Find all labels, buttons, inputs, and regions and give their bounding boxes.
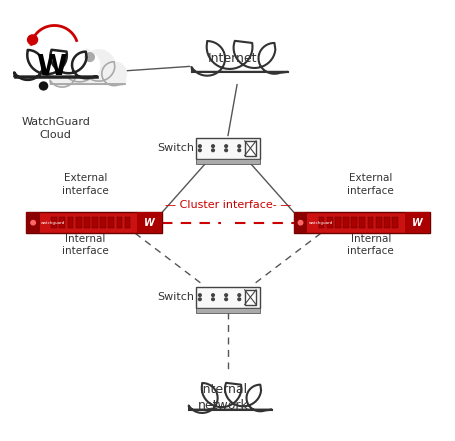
Circle shape	[211, 298, 214, 301]
Circle shape	[258, 43, 290, 74]
FancyBboxPatch shape	[404, 212, 429, 233]
Circle shape	[224, 371, 261, 406]
Circle shape	[101, 62, 126, 86]
FancyBboxPatch shape	[244, 290, 256, 305]
Circle shape	[238, 298, 240, 301]
Polygon shape	[51, 72, 124, 84]
Circle shape	[186, 383, 217, 413]
FancyBboxPatch shape	[326, 217, 332, 228]
Text: watchguard: watchguard	[41, 220, 66, 225]
Text: W: W	[144, 218, 155, 228]
FancyBboxPatch shape	[383, 217, 389, 228]
FancyBboxPatch shape	[318, 217, 324, 228]
Circle shape	[27, 35, 37, 45]
FancyBboxPatch shape	[367, 217, 373, 228]
Polygon shape	[192, 56, 287, 72]
FancyBboxPatch shape	[26, 212, 162, 233]
FancyBboxPatch shape	[293, 212, 307, 233]
Circle shape	[224, 145, 227, 147]
Circle shape	[238, 145, 240, 147]
FancyBboxPatch shape	[108, 217, 114, 228]
Text: Switch: Switch	[157, 292, 193, 302]
FancyBboxPatch shape	[196, 308, 259, 313]
Text: Switch: Switch	[157, 143, 193, 153]
Circle shape	[224, 294, 227, 296]
Circle shape	[211, 149, 214, 152]
Text: External
interface: External interface	[347, 173, 393, 195]
Text: WatchGuard
Cloud: WatchGuard Cloud	[21, 116, 90, 140]
Text: — Cluster interface- —: — Cluster interface- —	[164, 200, 291, 210]
Text: Internal
interface: Internal interface	[62, 234, 108, 257]
FancyBboxPatch shape	[124, 217, 130, 228]
Text: W: W	[411, 218, 422, 228]
FancyBboxPatch shape	[196, 159, 259, 164]
Circle shape	[224, 149, 227, 152]
Circle shape	[48, 60, 76, 87]
FancyBboxPatch shape	[92, 217, 98, 228]
Text: Internal
interface: Internal interface	[347, 234, 393, 257]
Circle shape	[224, 298, 227, 301]
Text: Internal
network: Internal network	[197, 384, 248, 412]
Circle shape	[61, 48, 97, 82]
Circle shape	[27, 36, 67, 74]
Text: watchguard: watchguard	[308, 220, 332, 225]
Circle shape	[198, 294, 201, 296]
FancyBboxPatch shape	[76, 217, 81, 228]
FancyBboxPatch shape	[391, 217, 397, 228]
Circle shape	[51, 38, 86, 73]
FancyBboxPatch shape	[137, 212, 162, 233]
FancyBboxPatch shape	[244, 141, 256, 156]
Circle shape	[238, 149, 240, 152]
Circle shape	[233, 27, 275, 68]
Circle shape	[198, 145, 201, 147]
Circle shape	[238, 294, 240, 296]
FancyBboxPatch shape	[67, 217, 73, 228]
Circle shape	[298, 220, 302, 225]
Circle shape	[211, 145, 214, 147]
FancyBboxPatch shape	[100, 217, 106, 228]
Circle shape	[40, 82, 47, 90]
Circle shape	[206, 25, 252, 69]
FancyBboxPatch shape	[84, 217, 90, 228]
Circle shape	[211, 294, 214, 296]
Circle shape	[198, 298, 201, 301]
Polygon shape	[15, 63, 97, 77]
Text: Internet: Internet	[207, 52, 257, 65]
FancyBboxPatch shape	[59, 217, 65, 228]
Text: External
interface: External interface	[62, 173, 108, 195]
FancyBboxPatch shape	[342, 217, 348, 228]
FancyBboxPatch shape	[359, 217, 364, 228]
FancyBboxPatch shape	[350, 217, 356, 228]
FancyBboxPatch shape	[196, 138, 259, 159]
Circle shape	[198, 149, 201, 152]
Circle shape	[12, 50, 43, 80]
Circle shape	[189, 41, 225, 76]
Circle shape	[85, 52, 94, 61]
FancyBboxPatch shape	[375, 217, 381, 228]
FancyBboxPatch shape	[293, 212, 429, 233]
FancyBboxPatch shape	[116, 217, 122, 228]
Circle shape	[72, 52, 99, 78]
Circle shape	[201, 369, 241, 407]
Polygon shape	[189, 396, 271, 410]
Circle shape	[246, 385, 273, 411]
FancyBboxPatch shape	[334, 217, 340, 228]
Text: W: W	[36, 53, 66, 81]
FancyBboxPatch shape	[196, 287, 259, 308]
FancyBboxPatch shape	[51, 217, 57, 228]
FancyBboxPatch shape	[26, 212, 40, 233]
Circle shape	[82, 50, 115, 81]
Circle shape	[31, 220, 35, 225]
